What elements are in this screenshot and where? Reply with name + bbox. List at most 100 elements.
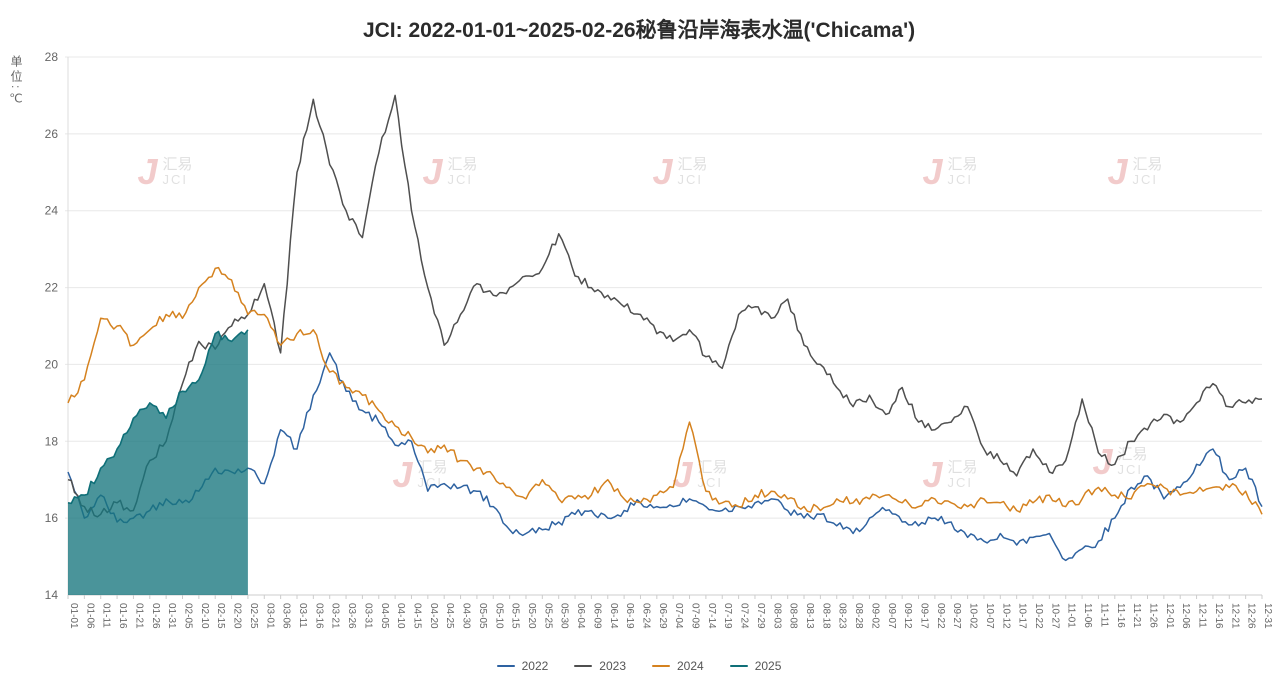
x-tick-label: 08-28 xyxy=(853,603,864,629)
x-tick-label: 07-19 xyxy=(722,603,733,629)
y-tick-label: 20 xyxy=(45,357,59,371)
x-tick-label: 05-05 xyxy=(477,603,488,629)
x-tick-label: 04-20 xyxy=(428,603,439,629)
x-tick-label: 11-11 xyxy=(1098,603,1109,628)
x-tick-label: 07-24 xyxy=(739,603,750,629)
x-tick-label: 11-16 xyxy=(1115,603,1126,628)
x-tick-label: 06-29 xyxy=(657,603,668,629)
x-tick-label: 03-11 xyxy=(297,603,308,628)
y-tick-label: 24 xyxy=(45,204,59,218)
x-tick-label: 04-05 xyxy=(379,603,390,629)
x-tick-label: 08-18 xyxy=(820,603,831,629)
x-tick-label: 06-09 xyxy=(591,603,602,629)
x-tick-label: 10-27 xyxy=(1049,603,1060,629)
x-tick-label: 07-29 xyxy=(755,603,766,629)
x-tick-label: 09-22 xyxy=(935,603,946,629)
x-tick-label: 12-16 xyxy=(1213,603,1224,629)
x-tick-label: 05-30 xyxy=(559,603,570,629)
y-tick-label: 16 xyxy=(45,511,59,525)
x-tick-label: 09-02 xyxy=(869,603,880,629)
series-line-2024 xyxy=(67,266,1263,515)
series-area-2025 xyxy=(68,329,248,595)
x-tick-label: 02-15 xyxy=(215,603,226,629)
x-tick-label: 08-08 xyxy=(788,603,799,629)
x-tick-label: 03-16 xyxy=(313,603,324,629)
x-tick-label: 09-12 xyxy=(902,603,913,629)
legend-line-marker xyxy=(729,665,748,667)
x-tick-label: 12-01 xyxy=(1164,603,1175,629)
y-tick-label: 28 xyxy=(45,50,59,64)
x-tick-label: 08-23 xyxy=(837,603,848,629)
x-tick-label: 01-16 xyxy=(117,603,128,629)
legend-line-marker xyxy=(574,665,593,667)
series-line-2023 xyxy=(67,94,1263,518)
x-tick-label: 01-26 xyxy=(150,603,161,629)
x-tick-label: 10-22 xyxy=(1033,603,1044,629)
x-tick-label: 07-09 xyxy=(690,603,701,629)
legend-line-marker xyxy=(652,665,670,667)
x-tick-label: 08-03 xyxy=(771,603,782,629)
x-tick-label: 05-10 xyxy=(493,603,504,629)
x-tick-label: 12-31 xyxy=(1262,603,1273,629)
x-tick-label: 03-21 xyxy=(330,603,341,629)
chart-legend: 2022 2023 2024 2025 xyxy=(0,659,1278,673)
legend-label: 2024 xyxy=(677,659,704,673)
legend-item-2025[interactable]: 2025 xyxy=(729,659,781,673)
x-tick-label: 03-31 xyxy=(362,603,373,629)
x-tick-label: 06-14 xyxy=(608,603,619,629)
legend-item-2022[interactable]: 2022 xyxy=(496,659,549,673)
x-tick-label: 03-06 xyxy=(281,603,292,629)
legend-item-2023[interactable]: 2023 xyxy=(574,659,626,673)
x-tick-label: 01-11 xyxy=(101,603,112,628)
x-tick-label: 09-27 xyxy=(951,603,962,629)
x-tick-label: 02-20 xyxy=(232,603,243,629)
x-tick-label: 04-10 xyxy=(395,603,406,629)
x-tick-label: 04-25 xyxy=(444,603,455,629)
x-tick-label: 09-07 xyxy=(886,603,897,629)
x-tick-label: 05-25 xyxy=(542,603,553,629)
x-tick-label: 11-01 xyxy=(1066,603,1077,628)
x-tick-label: 02-25 xyxy=(248,603,259,629)
x-tick-label: 10-17 xyxy=(1017,603,1028,629)
series-line-2022 xyxy=(67,352,1263,562)
x-tick-label: 12-06 xyxy=(1180,603,1191,629)
x-tick-label: 05-20 xyxy=(526,603,537,629)
y-tick-label: 22 xyxy=(45,281,59,295)
x-tick-label: 01-06 xyxy=(84,603,95,629)
x-tick-label: 12-21 xyxy=(1229,603,1240,629)
x-tick-label: 12-26 xyxy=(1246,603,1257,629)
x-tick-label: 03-01 xyxy=(264,603,275,629)
y-axis-unit-label: 单位:℃ xyxy=(9,55,23,109)
legend-label: 2022 xyxy=(521,659,549,673)
x-tick-label: 10-07 xyxy=(984,603,995,629)
x-tick-label: 07-14 xyxy=(706,603,717,629)
x-tick-label: 04-15 xyxy=(411,603,422,629)
x-tick-label: 05-15 xyxy=(510,603,521,629)
x-tick-label: 06-04 xyxy=(575,603,586,629)
x-tick-label: 02-10 xyxy=(199,603,210,629)
x-tick-label: 06-24 xyxy=(640,603,651,629)
x-tick-label: 02-05 xyxy=(182,603,193,629)
x-tick-label: 11-06 xyxy=(1082,603,1093,628)
x-tick-label: 10-02 xyxy=(968,603,979,629)
y-tick-label: 26 xyxy=(45,127,59,141)
x-tick-label: 06-19 xyxy=(624,603,635,629)
y-tick-label: 14 xyxy=(45,588,59,602)
x-tick-label: 01-31 xyxy=(166,603,177,629)
x-tick-label: 01-21 xyxy=(133,603,144,629)
series-line-2025 xyxy=(67,329,249,505)
x-tick-label: 03-26 xyxy=(346,603,357,629)
x-tick-label: 10-12 xyxy=(1000,603,1011,629)
legend-line-marker xyxy=(496,665,515,667)
x-tick-label: 08-13 xyxy=(804,603,815,629)
x-tick-label: 11-21 xyxy=(1131,603,1142,628)
legend-label: 2023 xyxy=(599,659,626,673)
x-tick-label: 07-04 xyxy=(673,603,684,629)
x-tick-label: 09-17 xyxy=(919,603,930,629)
x-tick-label: 11-26 xyxy=(1148,603,1159,628)
x-tick-label: 01-01 xyxy=(68,603,79,629)
chart-title: JCI: 2022-01-01~2025-02-26秘鲁沿岸海表水温('Chic… xyxy=(362,19,916,42)
legend-item-2024[interactable]: 2024 xyxy=(652,659,704,673)
